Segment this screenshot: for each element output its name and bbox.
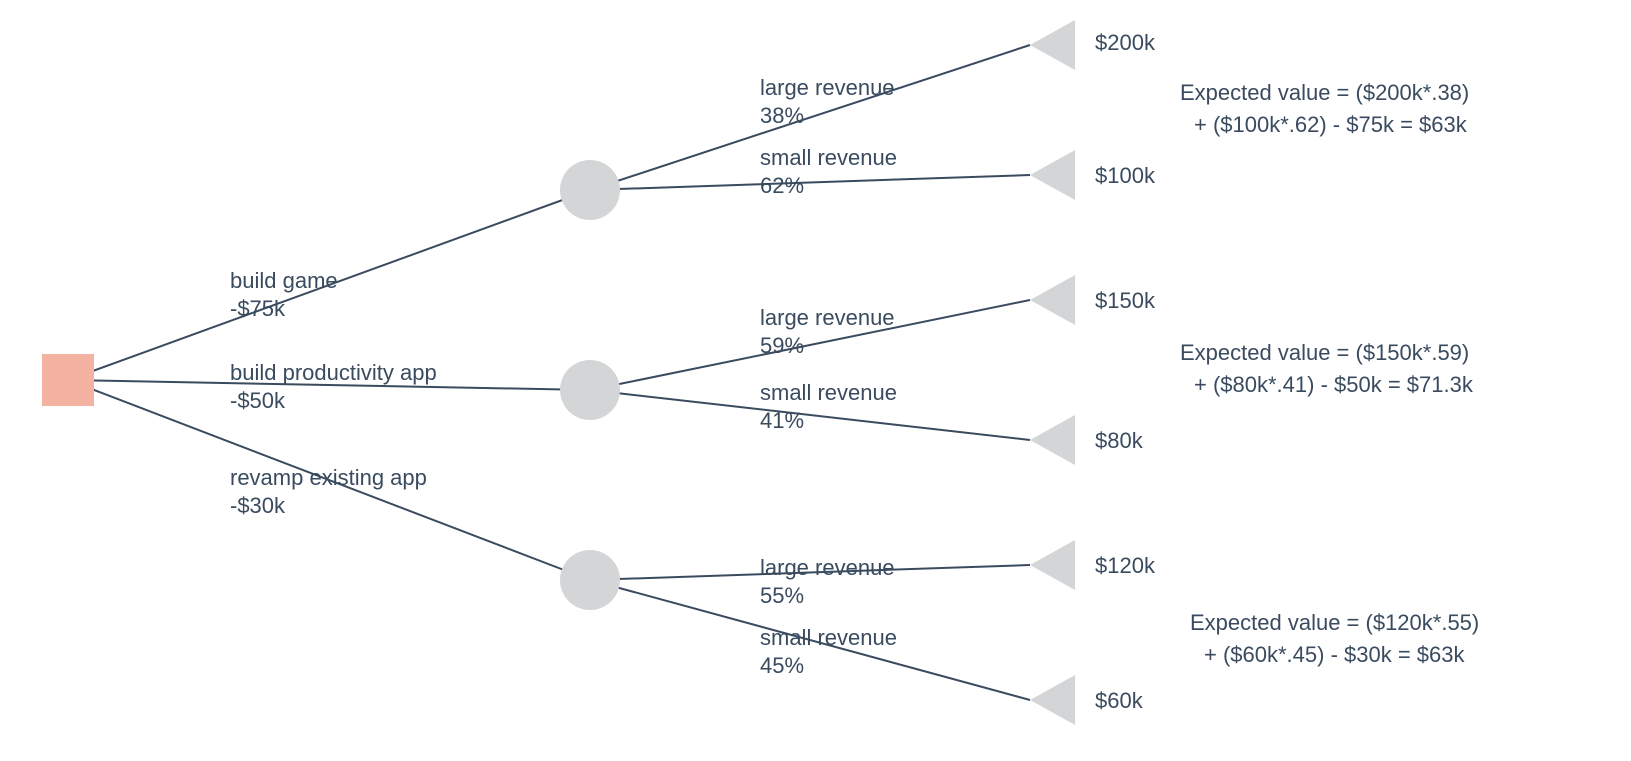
ev-note-0-line2: + ($100k*.62) - $75k = $63k — [1194, 112, 1468, 137]
payoff-value-4: $120k — [1095, 553, 1156, 578]
terminal-node-5 — [1030, 675, 1075, 725]
outcome-label-0: large revenue — [760, 75, 895, 100]
payoff-value-3: $80k — [1095, 428, 1144, 453]
edge-outcome-1 — [590, 175, 1030, 190]
ev-note-0-line1: Expected value = ($200k*.38) — [1180, 80, 1469, 105]
outcome-label-3: small revenue — [760, 380, 897, 405]
ev-note-2-line1: Expected value = ($120k*.55) — [1190, 610, 1479, 635]
ev-note-1-line1: Expected value = ($150k*.59) — [1180, 340, 1469, 365]
outcome-prob-0: 38% — [760, 103, 804, 128]
outcome-prob-4: 55% — [760, 583, 804, 608]
outcome-prob-2: 59% — [760, 333, 804, 358]
outcome-prob-5: 45% — [760, 653, 804, 678]
chance-node-1 — [560, 360, 620, 420]
payoff-value-5: $60k — [1095, 688, 1144, 713]
decision-cost-0: -$75k — [230, 296, 286, 321]
outcome-label-4: large revenue — [760, 555, 895, 580]
outcome-prob-1: 62% — [760, 173, 804, 198]
ev-note-1-line2: + ($80k*.41) - $50k = $71.3k — [1194, 372, 1474, 397]
payoff-value-2: $150k — [1095, 288, 1156, 313]
chance-node-0 — [560, 160, 620, 220]
decision-cost-2: -$30k — [230, 493, 286, 518]
decision-node-root — [42, 354, 94, 406]
payoff-value-0: $200k — [1095, 30, 1156, 55]
ev-note-2-line2: + ($60k*.45) - $30k = $63k — [1204, 642, 1465, 667]
decision-label-0: build game — [230, 268, 338, 293]
decision-cost-1: -$50k — [230, 388, 286, 413]
outcome-prob-3: 41% — [760, 408, 804, 433]
terminal-node-3 — [1030, 415, 1075, 465]
decision-label-2: revamp existing app — [230, 465, 427, 490]
chance-node-2 — [560, 550, 620, 610]
decision-tree-diagram: build game -$75k build productivity app -$5… — [0, 0, 1631, 761]
decision-label-1: build productivity app — [230, 360, 437, 385]
terminal-node-1 — [1030, 150, 1075, 200]
outcome-label-1: small revenue — [760, 145, 897, 170]
terminal-node-2 — [1030, 275, 1075, 325]
payoff-value-1: $100k — [1095, 163, 1156, 188]
terminal-node-0 — [1030, 20, 1075, 70]
outcome-label-2: large revenue — [760, 305, 895, 330]
terminal-node-4 — [1030, 540, 1075, 590]
outcome-label-5: small revenue — [760, 625, 897, 650]
